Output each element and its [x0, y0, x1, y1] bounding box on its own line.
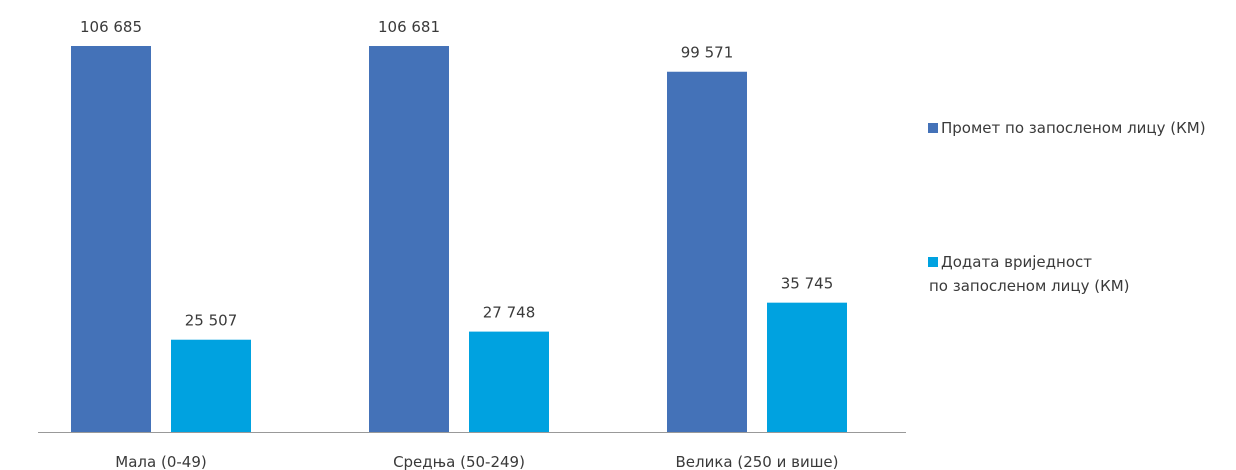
bar-turnover-1: [369, 46, 449, 433]
data-label: 35 745: [781, 275, 834, 293]
x-tick-label: Мала (0-49): [115, 453, 206, 470]
bar-turnover-0: [71, 46, 151, 432]
legend-swatch: [928, 123, 938, 133]
x-tick-label: Велика (250 и више): [675, 453, 838, 470]
legend-swatch: [928, 257, 938, 267]
bar-turnover-2: [667, 71, 747, 432]
data-label: 25 507: [185, 312, 238, 330]
bars-layer: [71, 46, 847, 433]
category-labels-layer: Мала (0-49) Средња (50-249) Велика (250 и …: [115, 453, 838, 470]
value-labels-layer: 106 685 25 507 106 681 27 748 99 571 35 745: [80, 18, 833, 330]
bar-value-added-0: [171, 339, 251, 432]
legend: Промет по запосленом лицу (КМ) Додата ври…: [928, 119, 1206, 295]
legend-entry-label: Додата вриједност: [941, 253, 1092, 271]
bar-value-added-1: [469, 331, 549, 432]
data-label: 106 685: [80, 18, 142, 36]
bar-value-added-2: [767, 302, 847, 432]
x-tick-label: Средња (50-249): [393, 453, 525, 470]
legend-entry-label: по запосленом лицу (КМ): [929, 277, 1130, 295]
data-label: 106 681: [378, 18, 440, 36]
data-label: 27 748: [483, 304, 536, 322]
legend-entry-label: Промет по запосленом лицу (КМ): [941, 119, 1206, 137]
data-label: 99 571: [681, 44, 734, 62]
